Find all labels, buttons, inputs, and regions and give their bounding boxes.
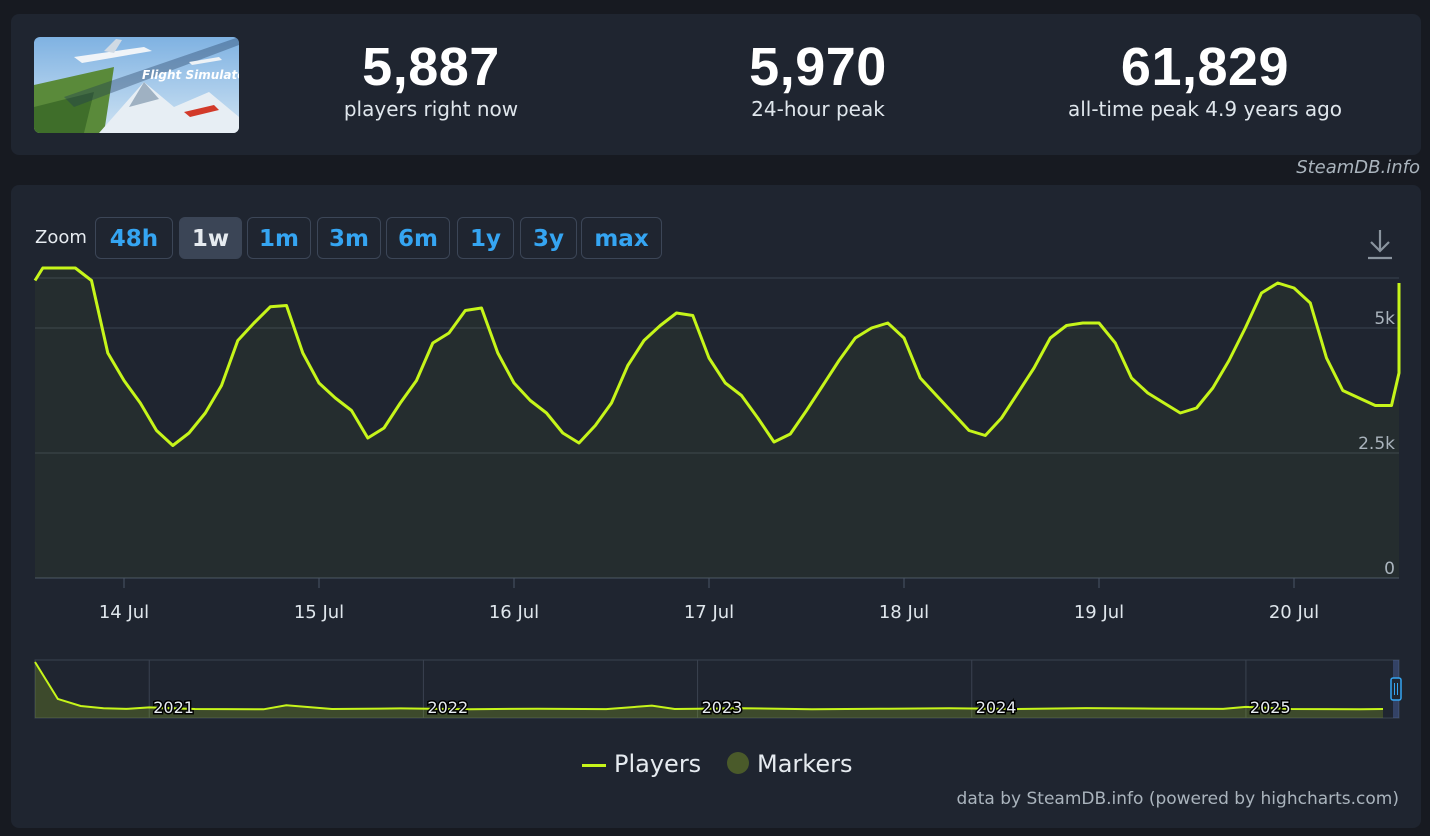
navigator-year-outline: 2022: [427, 698, 468, 717]
stat-24h-peak: 5,970 24-hour peak: [718, 36, 918, 123]
navigator-year-outline: 2025: [1250, 698, 1291, 717]
zoom-button-3y[interactable]: 3y: [520, 217, 577, 259]
x-tick-label: 16 Jul: [489, 602, 539, 623]
y-tick-label: 5k: [1374, 309, 1395, 329]
players-area: [35, 268, 1399, 578]
stat-all-time-peak: 61,829 all-time peak 4.9 years ago: [1045, 36, 1365, 123]
zoom-button-1w[interactable]: 1w: [179, 217, 242, 259]
navigator-handle[interactable]: [1390, 677, 1402, 701]
legend-markers-label: Markers: [757, 750, 853, 778]
chart-footer[interactable]: data by SteamDB.info (powered by highcha…: [956, 789, 1399, 809]
navigator-year-outline: 2023: [702, 698, 743, 717]
y-tick-label: 2.5k: [1358, 434, 1395, 454]
current-players-value: 5,887: [362, 37, 500, 97]
peak-24h-value: 5,970: [749, 37, 887, 97]
legend-players-label: Players: [614, 750, 702, 778]
navigator-year-label: 2025: [1250, 698, 1291, 717]
navigator-year-label: 2021: [153, 698, 194, 717]
chart-panel: Zoom 48h 1w 1m 3m 6m 1y 3y max 0 2.5k 5k 1…: [11, 185, 1421, 828]
peak-24h-label: 24-hour peak: [751, 97, 885, 121]
thumbnail-title: Flight Simulator: [142, 68, 239, 82]
zoom-button-1y[interactable]: 1y: [457, 217, 514, 259]
stats-panel: Flight Simulator 5,887 players right now…: [11, 14, 1421, 155]
zoom-button-48h[interactable]: 48h: [95, 217, 173, 259]
x-tick-label: 19 Jul: [1074, 602, 1124, 623]
game-thumbnail[interactable]: Flight Simulator: [34, 37, 239, 133]
x-tick-label: 17 Jul: [684, 602, 734, 623]
zoom-button-3m[interactable]: 3m: [317, 217, 381, 259]
navigator-line: [34, 661, 1384, 711]
current-players-label: players right now: [343, 97, 519, 121]
players-chart[interactable]: 0 2.5k 5k 14 Jul 15 Jul 16 Jul 17 Jul 18 Jul 19…: [11, 185, 1421, 828]
x-tick-label: 14 Jul: [99, 602, 149, 623]
zoom-button-1m[interactable]: 1m: [247, 217, 311, 259]
legend-markers-swatch: [727, 752, 749, 774]
all-time-peak-value: 61,829: [1120, 37, 1290, 97]
x-tick-label: 20 Jul: [1269, 602, 1319, 623]
legend-players[interactable]: Players: [582, 750, 701, 778]
zoom-button-6m[interactable]: 6m: [386, 217, 450, 259]
zoom-label: Zoom: [35, 227, 87, 248]
legend-markers[interactable]: Markers: [727, 750, 852, 778]
navigator-year-outline: 2024: [976, 698, 1017, 717]
navigator-year-label: 2023: [702, 698, 743, 717]
navigator-area: [35, 662, 1384, 718]
navigator-year-label: 2022: [427, 698, 468, 717]
all-time-peak-label[interactable]: all-time peak 4.9 years ago: [1067, 97, 1343, 121]
steamdb-credit[interactable]: SteamDB.info: [1296, 157, 1420, 178]
game-thumbnail-image: Flight Simulator: [34, 37, 239, 133]
x-tick-label: 15 Jul: [294, 602, 344, 623]
stat-current-players: 5,887 players right now: [331, 36, 531, 123]
navigator-year-label: 2024: [976, 698, 1017, 717]
download-icon[interactable]: [1365, 227, 1395, 261]
navigator-year-outline: 2021: [153, 698, 194, 717]
x-tick-label: 18 Jul: [879, 602, 929, 623]
y-tick-label: 0: [1384, 559, 1395, 579]
zoom-button-max[interactable]: max: [581, 217, 662, 259]
legend-players-swatch: [582, 763, 606, 767]
